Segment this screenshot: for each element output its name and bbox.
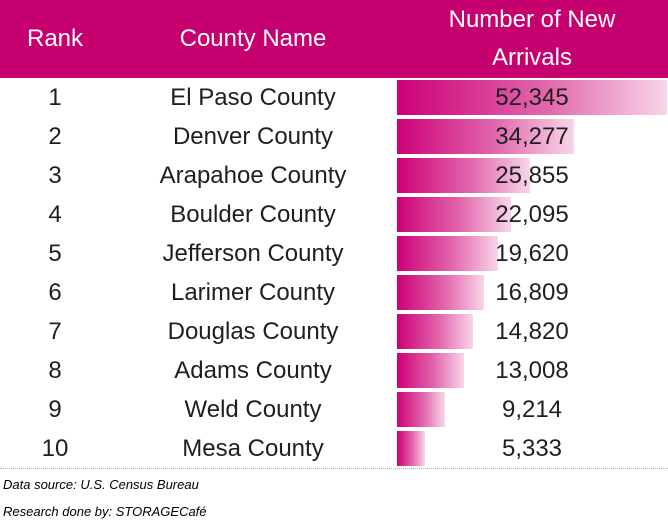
county-name-cell: Adams County: [174, 356, 332, 384]
arrivals-cell: 9,214: [396, 390, 668, 429]
arrivals-cell: 22,095: [396, 195, 668, 234]
rank-cell: 8: [48, 356, 62, 384]
rank-cell: 5: [48, 239, 62, 267]
arrivals-data-bar: [397, 392, 445, 427]
arrivals-cell: 14,820: [396, 312, 668, 351]
arrivals-value-label: 5,333: [501, 434, 563, 462]
arrivals-cell: 34,277: [396, 117, 668, 156]
arrivals-value-label: 16,809: [495, 278, 569, 306]
research-credit-note: Research done by: STORAGECafé: [3, 504, 207, 519]
rank-cell: 9: [48, 395, 62, 423]
rank-cell: 2: [48, 122, 62, 150]
arrivals-value-label: 9,214: [501, 395, 563, 423]
table-row: 8 Adams County 13,008: [0, 351, 668, 390]
arrivals-cell: 16,809: [396, 273, 668, 312]
county-name-cell: Boulder County: [170, 200, 336, 228]
header-county-name: County Name: [179, 25, 327, 52]
arrivals-data-bar: [397, 353, 464, 388]
rank-cell: 4: [48, 200, 62, 228]
table-row: 4 Boulder County 22,095: [0, 195, 668, 234]
arrivals-data-bar: [397, 275, 484, 310]
rank-cell: 3: [48, 161, 62, 189]
rank-cell: 10: [41, 434, 69, 462]
arrivals-cell: 19,620: [396, 234, 668, 273]
arrivals-data-bar: [397, 197, 511, 232]
county-name-cell: Douglas County: [167, 317, 339, 345]
arrivals-cell: 13,008: [396, 351, 668, 390]
header-rank: Rank: [26, 25, 84, 52]
rank-cell: 7: [48, 317, 62, 345]
header-arrivals-line1: Number of New: [448, 6, 616, 33]
header-arrivals-line2: Arrivals: [491, 44, 572, 71]
arrivals-value-label: 34,277: [495, 122, 569, 150]
county-name-cell: Weld County: [184, 395, 322, 423]
arrivals-value-label: 52,345: [495, 83, 569, 111]
arrivals-cell: 5,333: [396, 429, 668, 468]
arrivals-data-bar: [397, 119, 574, 154]
table-row: 9 Weld County 9,214: [0, 390, 668, 429]
data-source-note: Data source: U.S. Census Bureau: [3, 477, 199, 492]
arrivals-data-bar: [397, 158, 530, 193]
table-row: 2 Denver County 34,277: [0, 117, 668, 156]
rank-cell: 6: [48, 278, 62, 306]
county-name-cell: Mesa County: [182, 434, 324, 462]
county-name-cell: Denver County: [172, 122, 334, 150]
arrivals-cell: 25,855: [396, 156, 668, 195]
table-row: 6 Larimer County 16,809: [0, 273, 668, 312]
rank-cell: 1: [48, 83, 62, 111]
table-row: 3 Arapahoe County 25,855: [0, 156, 668, 195]
arrivals-cell: 52,345: [396, 78, 668, 117]
arrivals-value-label: 14,820: [495, 317, 569, 345]
arrivals-data-bar: [397, 236, 498, 271]
county-name-cell: Arapahoe County: [159, 161, 347, 189]
table-row: 1 El Paso County 52,345: [0, 78, 668, 117]
arrivals-value-label: 25,855: [495, 161, 569, 189]
arrivals-data-bar: [397, 80, 667, 115]
arrivals-value-label: 22,095: [495, 200, 569, 228]
county-name-cell: Larimer County: [170, 278, 336, 306]
arrivals-data-bar: [397, 431, 425, 466]
arrivals-data-bar: [397, 314, 473, 349]
table-bottom-border: [0, 468, 668, 469]
header-new-arrivals: Number of New Arrivals: [396, 0, 668, 78]
table-body: 1 El Paso County 52,345 2 Denver County 34,27…: [0, 78, 668, 468]
arrivals-value-label: 13,008: [495, 356, 569, 384]
table-row: 7 Douglas County 14,820: [0, 312, 668, 351]
table-row: 5 Jefferson County 19,620: [0, 234, 668, 273]
county-name-cell: Jefferson County: [162, 239, 344, 267]
table-header: Rank County Name Number of New Arrivals: [0, 0, 668, 78]
county-name-cell: El Paso County: [170, 83, 336, 111]
arrivals-value-label: 19,620: [495, 239, 569, 267]
table-row: 10 Mesa County 5,333: [0, 429, 668, 468]
